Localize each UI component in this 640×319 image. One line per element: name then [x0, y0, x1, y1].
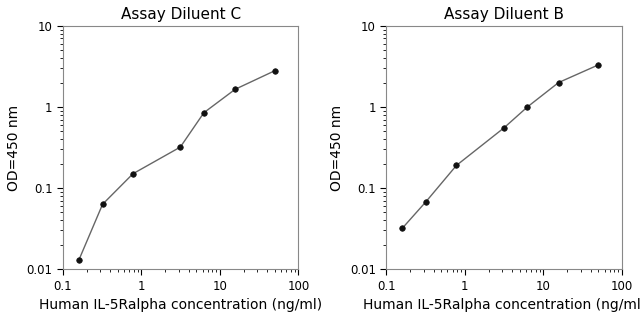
Title: Assay Diluent C: Assay Diluent C: [120, 7, 241, 22]
Y-axis label: OD=450 nm: OD=450 nm: [7, 104, 21, 190]
Title: Assay Diluent B: Assay Diluent B: [444, 7, 564, 22]
Y-axis label: OD=450 nm: OD=450 nm: [330, 104, 344, 190]
X-axis label: Human IL-5Ralpha concentration (ng/ml): Human IL-5Ralpha concentration (ng/ml): [39, 298, 323, 312]
X-axis label: Human IL-5Ralpha concentration (ng/ml): Human IL-5Ralpha concentration (ng/ml): [363, 298, 640, 312]
